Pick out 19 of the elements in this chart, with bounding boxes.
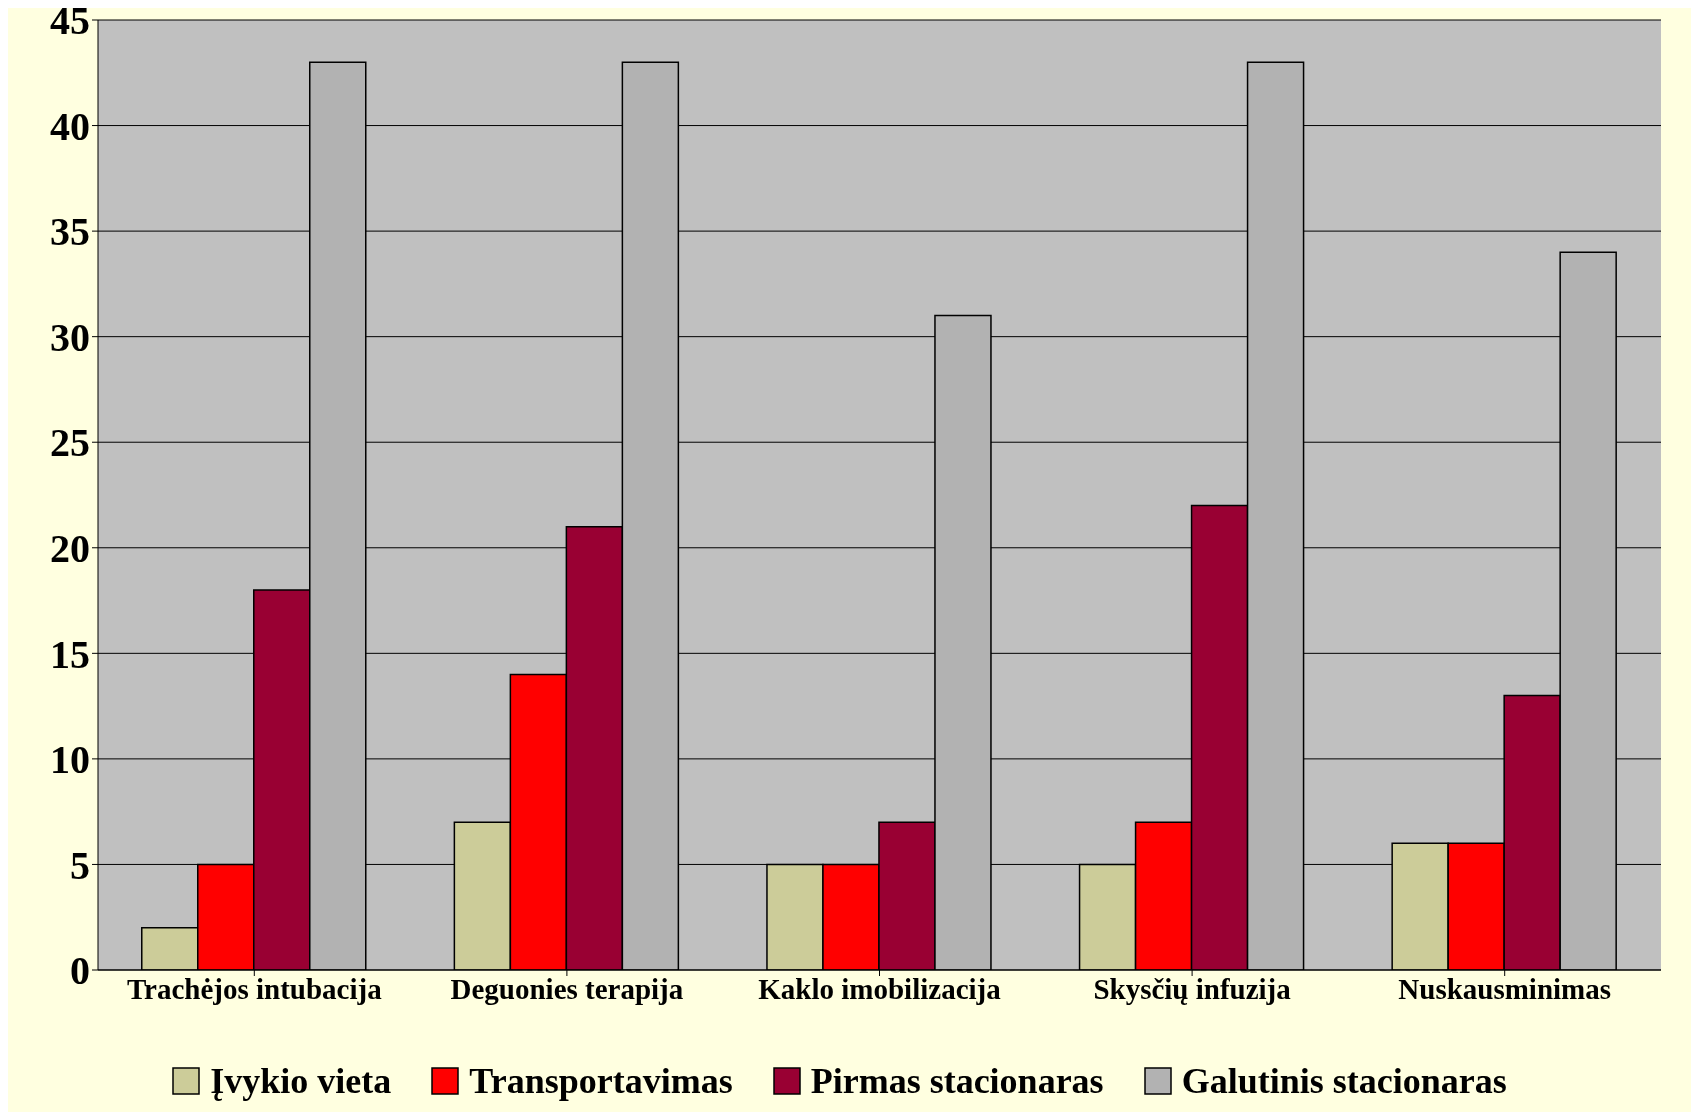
y-tick-label: 40 (50, 103, 90, 149)
legend-label: Galutinis stacionaras (1181, 1060, 1507, 1102)
y-tick-label: 15 (50, 631, 90, 677)
x-tick-label: Skysčių infuzija (1093, 972, 1292, 1005)
y-tick-label: 20 (50, 525, 90, 571)
y-tick-label: 30 (50, 314, 90, 360)
y-tick-label: 10 (50, 737, 90, 783)
y-tick-label: 25 (50, 420, 90, 466)
y-tick-label: 35 (50, 209, 90, 255)
x-tick-label: Nuskausminimas (1398, 972, 1612, 1005)
legend-label: Įvykio vieta (210, 1060, 392, 1102)
legend-label: Transportavimas (469, 1060, 733, 1102)
y-tick-label: 45 (50, 0, 90, 44)
x-tick-label: Deguonies terapija (450, 972, 684, 1005)
y-tick-label: 0 (70, 948, 90, 994)
x-tick-label: Trachėjos intubacija (126, 972, 383, 1005)
legend-label: Pirmas stacionaras (810, 1060, 1104, 1102)
x-tick-label: Kaklo imobilizacija (758, 972, 1002, 1005)
y-tick-label: 5 (70, 842, 90, 888)
